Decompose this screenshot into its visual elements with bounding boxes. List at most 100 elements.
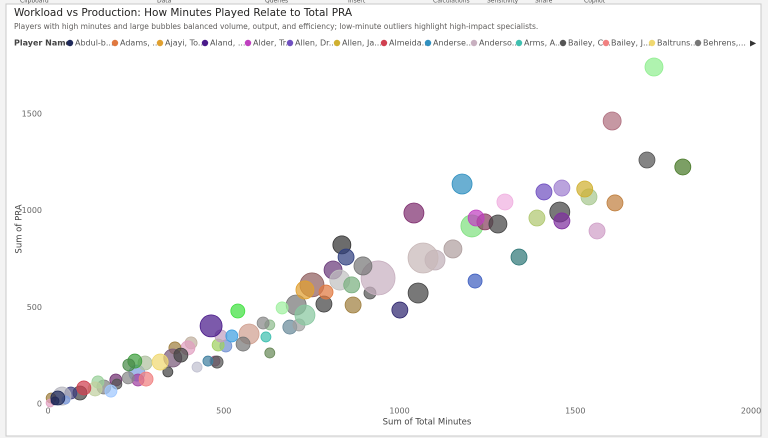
bubble — [230, 303, 246, 319]
ribbon-group-label: Sensitivity — [487, 0, 519, 5]
bubble — [225, 329, 239, 343]
x-tick-label: 2000 — [741, 407, 761, 416]
bubble — [162, 366, 174, 378]
x-tick-label: 1000 — [389, 407, 409, 416]
bubble — [121, 371, 135, 385]
bubble — [674, 158, 692, 176]
legend-marker — [156, 39, 164, 47]
legend-label: Adams, ... — [120, 39, 160, 48]
bubble — [588, 222, 606, 240]
plot-area — [45, 57, 692, 408]
legend-marker — [559, 39, 567, 47]
ribbon-group-label: Insert — [348, 0, 366, 5]
ribbon-group-label: Data — [157, 0, 172, 5]
y-tick-label: 1000 — [22, 206, 42, 215]
bubble — [138, 371, 154, 387]
legend-label: Behrens,... — [703, 39, 746, 48]
legend-marker — [380, 39, 388, 47]
bubble — [104, 384, 118, 398]
bubble — [391, 301, 409, 319]
legend-label: Ajayi, To... — [165, 39, 206, 48]
bubble — [344, 296, 362, 314]
bubble — [528, 209, 546, 227]
legend-label: Aland, ... — [210, 39, 245, 48]
bubble — [496, 193, 514, 211]
x-tick-label: 500 — [216, 407, 231, 416]
bubble — [151, 353, 169, 371]
ribbon-group-label: Calculations — [433, 0, 470, 5]
bubble — [407, 242, 439, 274]
legend-marker — [66, 39, 74, 47]
legend-label: Anderse... — [433, 39, 474, 48]
legend-marker — [515, 39, 523, 47]
y-tick-label: 1500 — [22, 110, 42, 119]
bubble — [535, 183, 553, 201]
legend-marker — [424, 39, 432, 47]
bubble — [606, 194, 624, 212]
bubble — [295, 280, 315, 300]
bubble — [318, 284, 334, 300]
bubble — [173, 347, 189, 363]
legend-marker — [602, 39, 610, 47]
ribbon-group-label: Queries — [265, 0, 288, 5]
bubble — [294, 304, 316, 326]
legend-title: Player Name — [14, 39, 72, 48]
legend-label: Anderso... — [479, 39, 519, 48]
chart-subtitle: Players with high minutes and large bubb… — [14, 22, 538, 31]
legend-marker — [333, 39, 341, 47]
legend-marker — [470, 39, 478, 47]
bubble — [191, 361, 203, 373]
y-tick-label: 0 — [37, 400, 42, 409]
bubble — [264, 347, 276, 359]
legend-label: Allen, Ja... — [342, 39, 382, 48]
bubble — [510, 248, 528, 266]
legend-label: Baltruns... — [657, 39, 698, 48]
bubble — [122, 358, 136, 372]
legend-marker — [244, 39, 252, 47]
bubble — [553, 212, 571, 230]
x-axis-label: Sum of Total Minutes — [383, 418, 472, 428]
legend-label: Arms, A... — [524, 39, 563, 48]
bubble — [337, 248, 355, 266]
bubble — [256, 316, 270, 330]
bubble — [467, 209, 485, 227]
legend-label: Allen, Dr... — [295, 39, 336, 48]
bubble — [467, 273, 483, 289]
legend-label: Alder, Tr... — [253, 39, 293, 48]
legend-next[interactable]: ▶ — [750, 39, 757, 48]
legend-label: Abdul-b... — [75, 39, 114, 48]
ribbon-group-label: Clipboard — [20, 0, 49, 5]
bubble — [553, 179, 571, 197]
ribbon: Clipboard Data Queries Insert Calculations Se… — [20, 0, 606, 5]
bubble — [407, 282, 429, 304]
legend-marker — [111, 39, 119, 47]
legend-marker — [201, 39, 209, 47]
bubble — [638, 151, 656, 169]
bubble — [50, 390, 66, 406]
bubble — [403, 202, 425, 224]
bubble — [353, 256, 373, 276]
bubble — [343, 276, 361, 294]
bubble — [275, 301, 289, 315]
legend-marker — [648, 39, 656, 47]
bubble — [451, 173, 473, 195]
legend-label: Bailey, C... — [568, 39, 611, 48]
legend-label: Bailey, J... — [611, 39, 651, 48]
bubble — [76, 380, 92, 396]
bubble — [260, 331, 272, 343]
chart-title: Workload vs Production: How Minutes Play… — [14, 7, 353, 19]
bubble — [644, 57, 664, 77]
bubble — [199, 314, 223, 338]
bubble — [602, 111, 622, 131]
bubble — [443, 239, 463, 259]
ribbon-group-label: Share — [535, 0, 553, 5]
bubble — [235, 336, 251, 352]
bubble — [488, 214, 508, 234]
legend-marker — [694, 39, 702, 47]
y-tick-label: 500 — [27, 303, 42, 312]
y-axis-label: Sum of PRA — [15, 204, 25, 253]
bubble — [576, 180, 594, 198]
legend-marker — [286, 39, 294, 47]
legend-label: Almeida... — [389, 39, 429, 48]
